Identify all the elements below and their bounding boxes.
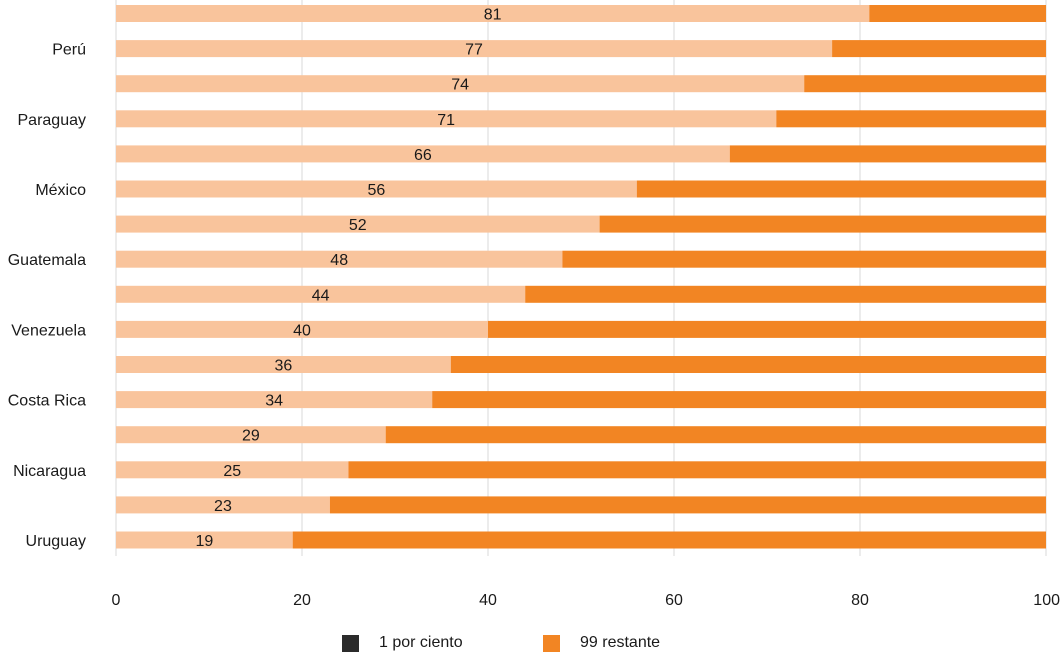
data-labels: 81 77 74 71 66 56 52 48 44 40 36 34 29 25 23 19 bbox=[195, 7, 501, 551]
x-tick-label-5: 100 bbox=[1033, 592, 1060, 609]
bar-dark-7 bbox=[562, 250, 1046, 268]
y-label-15: Uruguay bbox=[26, 533, 86, 550]
data-label-8: 44 bbox=[312, 287, 330, 304]
legend-swatch-1-por-ciento bbox=[342, 634, 359, 652]
data-label-0: 81 bbox=[484, 7, 502, 24]
x-tick-label-4: 80 bbox=[851, 592, 869, 609]
legend: 1 por ciento 99 restante bbox=[0, 634, 1064, 658]
data-label-1: 77 bbox=[465, 42, 483, 59]
data-label-3: 71 bbox=[437, 112, 455, 129]
bar-light-7 bbox=[116, 250, 563, 268]
x-tick-label-2: 40 bbox=[479, 592, 497, 609]
bar-dark-8 bbox=[525, 285, 1046, 303]
data-label-5: 56 bbox=[368, 182, 386, 199]
data-label-4: 66 bbox=[414, 147, 432, 164]
x-axis-labels: 0 20 40 60 80 100 bbox=[112, 592, 1061, 609]
bar-dark-9 bbox=[488, 320, 1046, 338]
bar-dark-15 bbox=[292, 531, 1046, 549]
data-label-12: 29 bbox=[242, 428, 260, 445]
bar-light-14 bbox=[116, 496, 330, 514]
y-label-11: Costa Rica bbox=[8, 393, 86, 410]
data-label-15: 19 bbox=[195, 533, 213, 550]
legend-label-99-restante: 99 restante bbox=[580, 634, 661, 651]
y-label-13: Nicaragua bbox=[13, 463, 86, 480]
bar-dark-10 bbox=[450, 356, 1046, 373]
data-label-11: 34 bbox=[265, 393, 283, 410]
bar-dark-2 bbox=[804, 75, 1046, 93]
bar-light-15 bbox=[116, 531, 293, 549]
y-label-1: Perú bbox=[52, 42, 86, 59]
bar-dark-1 bbox=[832, 40, 1046, 58]
y-label-7: Guatemala bbox=[8, 252, 86, 269]
data-label-10: 36 bbox=[275, 358, 293, 375]
legend-swatch-99-restante bbox=[543, 634, 560, 652]
legend-item-1-por-ciento: 1 por ciento bbox=[342, 634, 463, 652]
data-label-7: 48 bbox=[330, 252, 348, 269]
legend-item-99-restante: 99 restante bbox=[543, 634, 660, 652]
bars bbox=[116, 5, 1046, 549]
x-tick-label-0: 0 bbox=[112, 592, 121, 609]
bar-dark-0 bbox=[869, 5, 1046, 22]
bar-light-2 bbox=[116, 75, 805, 93]
data-label-2: 74 bbox=[451, 77, 469, 94]
bar-dark-13 bbox=[348, 461, 1046, 479]
bar-light-1 bbox=[116, 40, 833, 58]
legend-label-1-por-ciento: 1 por ciento bbox=[379, 634, 463, 651]
bar-dark-4 bbox=[729, 145, 1046, 163]
data-label-6: 52 bbox=[349, 217, 367, 234]
bar-light-8 bbox=[116, 285, 526, 303]
data-label-13: 25 bbox=[223, 463, 241, 480]
bar-dark-5 bbox=[636, 180, 1046, 198]
x-tick-label-3: 60 bbox=[665, 592, 683, 609]
bar-light-6 bbox=[116, 215, 600, 233]
bar-light-0 bbox=[116, 5, 870, 22]
data-label-9: 40 bbox=[293, 322, 311, 339]
bar-dark-3 bbox=[776, 110, 1046, 128]
y-label-5: México bbox=[35, 182, 86, 199]
bar-dark-11 bbox=[432, 391, 1046, 409]
bar-light-12 bbox=[116, 426, 386, 444]
bar-light-11 bbox=[116, 391, 433, 409]
bar-dark-14 bbox=[329, 496, 1046, 514]
bar-light-5 bbox=[116, 180, 637, 198]
bar-dark-12 bbox=[385, 426, 1046, 444]
bar-dark-6 bbox=[599, 215, 1046, 233]
bar-light-9 bbox=[116, 320, 488, 338]
y-axis-labels: Perú Paraguay México Guatemala Venezuela Cost… bbox=[8, 42, 86, 550]
y-label-3: Paraguay bbox=[18, 112, 87, 129]
y-label-9: Venezuela bbox=[11, 322, 86, 339]
bar-light-4 bbox=[116, 145, 730, 163]
x-tick-label-1: 20 bbox=[293, 592, 311, 609]
bar-light-10 bbox=[116, 356, 451, 373]
bar-light-13 bbox=[116, 461, 349, 479]
data-label-14: 23 bbox=[214, 498, 232, 515]
bar-light-3 bbox=[116, 110, 777, 128]
